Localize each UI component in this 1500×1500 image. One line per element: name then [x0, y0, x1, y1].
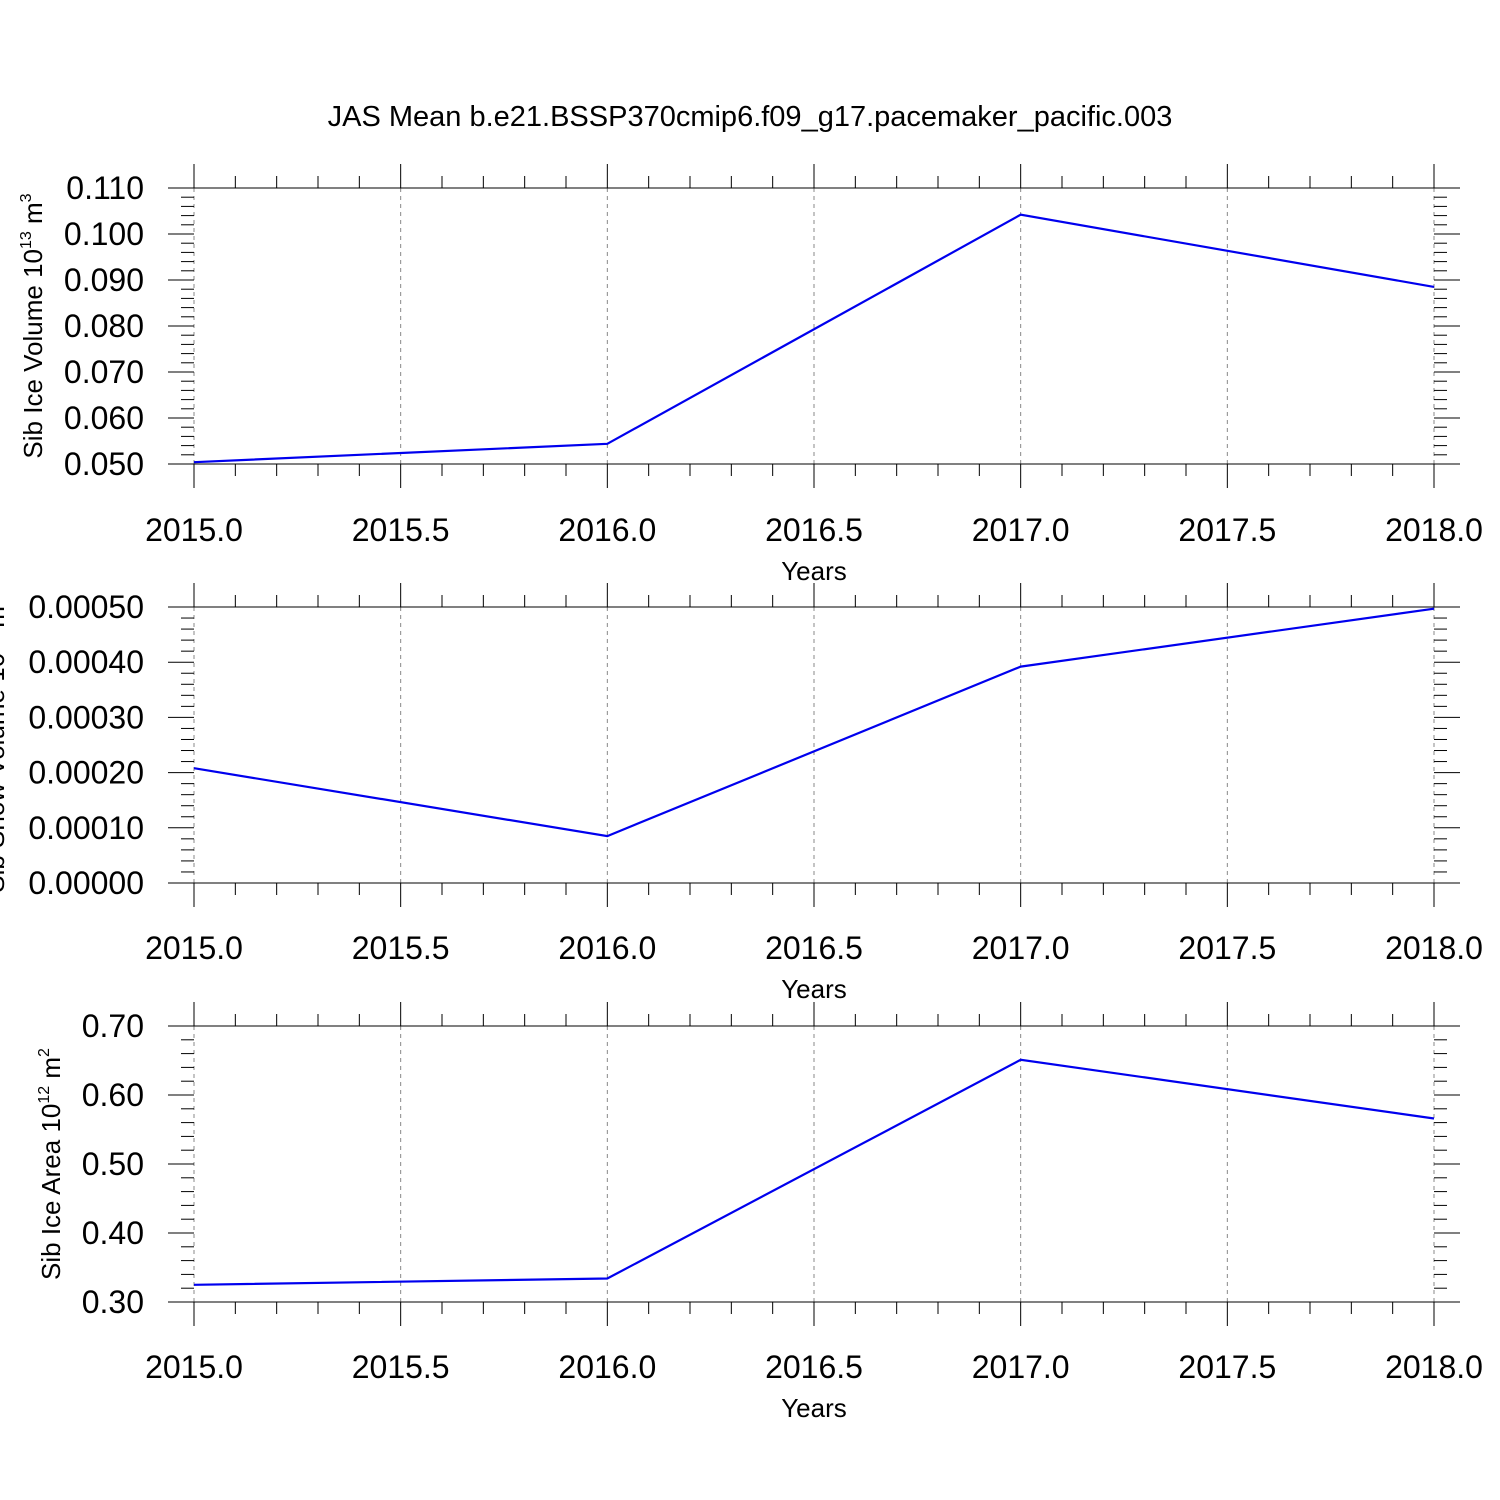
x-tick-label: 2015.5	[352, 512, 450, 548]
y-tick-label: 0.50	[82, 1146, 144, 1182]
chart-title: JAS Mean b.e21.BSSP370cmip6.f09_g17.pace…	[328, 101, 1173, 133]
x-tick-label: 2015.0	[145, 1349, 243, 1385]
series-line	[193, 1058, 1435, 1286]
x-tick-label: 2015.5	[352, 930, 450, 966]
x-tick-label: 2015.0	[145, 930, 243, 966]
y-tick-label: 0.00000	[28, 865, 144, 901]
y-tick-label: 0.70	[82, 1008, 144, 1044]
x-tick-label: 2016.0	[558, 1349, 656, 1385]
x-tick-label: 2016.0	[558, 930, 656, 966]
x-tick-label: 2017.0	[972, 1349, 1070, 1385]
y-tick-label: 0.080	[64, 308, 144, 344]
y-tick-label: 0.00010	[28, 810, 144, 846]
x-tick-label: 2016.5	[765, 1349, 863, 1385]
y-tick-label: 0.00020	[28, 755, 144, 791]
series-line	[193, 213, 1435, 464]
y-tick-label: 0.050	[64, 446, 144, 482]
x-tick-label: 2017.5	[1178, 1349, 1276, 1385]
x-tick-label: 2015.0	[145, 512, 243, 548]
x-tick-label: 2016.5	[765, 930, 863, 966]
x-tick-label: 2016.5	[765, 512, 863, 548]
y-tick-label: 0.090	[64, 262, 144, 298]
y-tick-label: 0.00050	[28, 589, 144, 625]
x-axis-title: Years	[781, 974, 847, 1004]
y-tick-label: 0.070	[64, 354, 144, 390]
y-tick-label: 0.60	[82, 1077, 144, 1113]
x-tick-label: 2015.5	[352, 1349, 450, 1385]
y-tick-label: 0.00040	[28, 644, 144, 680]
x-tick-label: 2017.5	[1178, 930, 1276, 966]
x-tick-label: 2016.0	[558, 512, 656, 548]
x-axis-title: Years	[781, 556, 847, 586]
y-axis-title: Sib Ice Area 1012 m2	[36, 1048, 66, 1280]
y-axis-title: Sib Ice Volume 1013 m3	[18, 193, 48, 458]
x-tick-label: 2017.0	[972, 512, 1070, 548]
x-tick-label: 2017.5	[1178, 512, 1276, 548]
y-tick-label: 0.060	[64, 400, 144, 436]
x-tick-label: 2018.0	[1385, 1349, 1483, 1385]
x-tick-label: 2018.0	[1385, 512, 1483, 548]
y-tick-label: 0.40	[82, 1215, 144, 1251]
series-line	[193, 607, 1435, 838]
y-tick-label: 0.110	[66, 170, 144, 206]
x-tick-label: 2017.0	[972, 930, 1070, 966]
y-axis-title: Sib Snow Volume 1013 m3	[0, 597, 10, 893]
y-tick-label: 0.30	[82, 1284, 144, 1320]
x-tick-label: 2018.0	[1385, 930, 1483, 966]
x-axis-title: Years	[781, 1393, 847, 1423]
y-tick-label: 0.100	[64, 216, 144, 252]
y-tick-label: 0.00030	[28, 699, 144, 735]
